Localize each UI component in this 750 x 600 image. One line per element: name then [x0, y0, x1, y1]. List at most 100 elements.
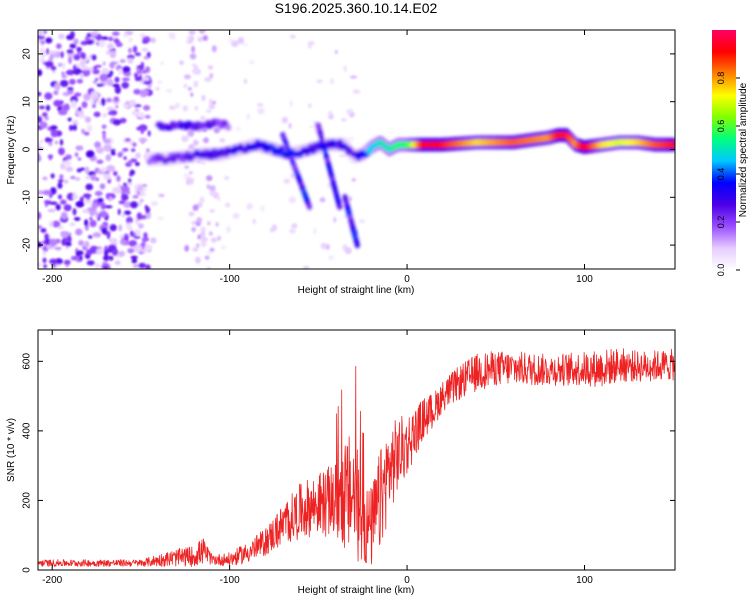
spectrogram-noise-cell: [99, 183, 106, 190]
spectrogram-noise-cell: [206, 175, 213, 182]
x-tick-label: 0: [404, 575, 410, 586]
snr-series-line: [38, 348, 675, 567]
spectrogram-noise-cell: [76, 46, 82, 52]
spectrogram-noise-cell: [45, 37, 53, 44]
spectrogram-noise-cell: [108, 36, 114, 42]
spectrogram-noise-cell: [73, 216, 81, 221]
spectrogram-noise-cell: [76, 51, 82, 55]
spectrogram-noise-cell: [94, 77, 99, 82]
spectrogram-noise-cell: [246, 113, 250, 120]
y-tick-label: 200: [22, 492, 33, 509]
spectrogram-noise-cell: [59, 79, 69, 88]
spectrogram-noise-cell: [206, 183, 210, 190]
spectrogram-noise-cell: [112, 187, 120, 194]
spectrogram-noise-cell: [200, 226, 206, 233]
x-tick-label: -100: [220, 575, 240, 586]
spectrogram-noise-cell: [57, 182, 63, 189]
spectrogram-noise-cell: [51, 220, 61, 228]
spectrogram-noise-cell: [188, 171, 193, 175]
spectrogram-noise-cell: [94, 262, 100, 269]
spectrogram-noise-cell: [90, 174, 97, 181]
spectrogram-noise-cell: [341, 118, 347, 122]
spectrogram-noise-cell: [38, 142, 41, 147]
spectrogram-noise-cell: [63, 259, 71, 266]
spectrogram-noise-cell: [198, 30, 206, 34]
spectrogram-noise-cell: [81, 66, 90, 71]
spectrogram-noise-cell: [150, 37, 156, 44]
spectrogram-noise-cell: [62, 160, 72, 166]
spectrogram-noise-cell: [103, 138, 111, 144]
spectrogram-noise-cell: [117, 208, 121, 216]
spectrogram-noise-cell: [69, 31, 75, 39]
spectrogram-noise-cell: [38, 116, 43, 124]
spectrogram-noise-cell: [48, 140, 53, 146]
spectrogram-noise-cell: [118, 250, 125, 257]
x-tick-label: 100: [576, 575, 593, 586]
spectrogram-noise-cell: [132, 264, 140, 268]
spectrogram-noise-cell: [223, 175, 230, 181]
spectrogram-noise-cell: [187, 87, 192, 91]
spectrogram-noise-cell: [50, 129, 58, 138]
spectrogram-noise-cell: [188, 30, 196, 36]
spectrogram-noise-cell: [155, 87, 160, 91]
spectrogram-noise-cell: [58, 110, 68, 116]
spectrogram-noise-cell: [42, 257, 47, 264]
spectrogram-noise-cell: [169, 32, 176, 40]
spectrogram-noise-cell: [38, 69, 43, 77]
spectrogram-noise-cell: [119, 235, 125, 239]
spectrogram-noise-cell: [182, 83, 188, 89]
spectrogram-noise-cell: [60, 211, 68, 220]
spectrogram-noise-cell: [132, 232, 136, 238]
spectrogram-noise-cell: [84, 116, 92, 123]
snr-panel: -200 -100 0 100 0 200 400 600 Height of straig…: [6, 329, 676, 596]
spectrogram-noise-cell: [141, 70, 147, 74]
spectrogram-noise-cell: [50, 201, 58, 205]
spectrogram-noise-cell: [81, 68, 91, 77]
spectrogram-noise-cell: [50, 65, 57, 71]
spectrogram-noise-cell: [48, 154, 52, 161]
spectrogram-noise-cell: [106, 78, 114, 87]
spectrogram-noise-cell: [42, 189, 52, 196]
spectrogram-noise-cell: [319, 197, 326, 203]
spectrogram-noise-cell: [358, 219, 366, 224]
spectrogram-noise-cell: [65, 166, 74, 172]
spectrogram-noise-cell: [132, 45, 138, 53]
spectrogram-noise-cell: [84, 240, 90, 249]
colorbar: 0.0 0.2 0.4 0.6 0.8 Normalized spectral ampl…: [712, 30, 749, 276]
spectrogram-noise-cell: [288, 123, 292, 129]
spectrogram-noise-cell: [68, 124, 73, 131]
spectrogram-noise-cell: [209, 209, 215, 213]
spectrogram-noise-cell: [146, 148, 150, 154]
spectrogram-noise-cell: [290, 172, 296, 179]
spectrogram-noise-cell: [101, 227, 108, 235]
spectrogram-noise-cell: [108, 244, 117, 251]
spectrogram-noise-cell: [166, 88, 173, 93]
x-tick-label: -100: [220, 274, 240, 285]
spectrogram-noise-cell: [231, 40, 239, 48]
spectrogram-noise-cell: [54, 246, 62, 251]
spectrogram-ridge-cell: [278, 145, 285, 153]
spectrogram-noise-cell: [246, 203, 253, 210]
spectrogram-noise-cell: [291, 223, 298, 229]
spectrogram-noise-cell: [72, 124, 78, 131]
spectrogram-noise-cell: [110, 151, 116, 156]
spectrogram-noise-cell: [260, 205, 266, 212]
spectrogram-noise-cell: [91, 201, 98, 210]
spectrogram-noise-cell: [232, 212, 240, 219]
spectrogram-noise-cell: [38, 211, 42, 220]
spectrogram-noise-cell: [108, 255, 114, 261]
spectrogram-noise-cell: [48, 50, 58, 55]
spectrogram-noise-cell: [212, 101, 216, 105]
spectrogram-noise-cell: [117, 183, 121, 191]
spectrogram-noise-cell: [57, 179, 64, 183]
spectrogram-noise-cell: [206, 250, 212, 255]
spectrogram-noise-cell: [217, 235, 222, 241]
spectrogram-noise-cell: [102, 132, 106, 141]
y-tick-label: -20: [22, 237, 33, 252]
spectrogram-noise-cell: [79, 72, 84, 80]
spectrogram-noise-cell: [140, 89, 149, 96]
spectrogram-noise-cell: [53, 99, 62, 107]
spectrogram-noise-cell: [123, 201, 132, 209]
